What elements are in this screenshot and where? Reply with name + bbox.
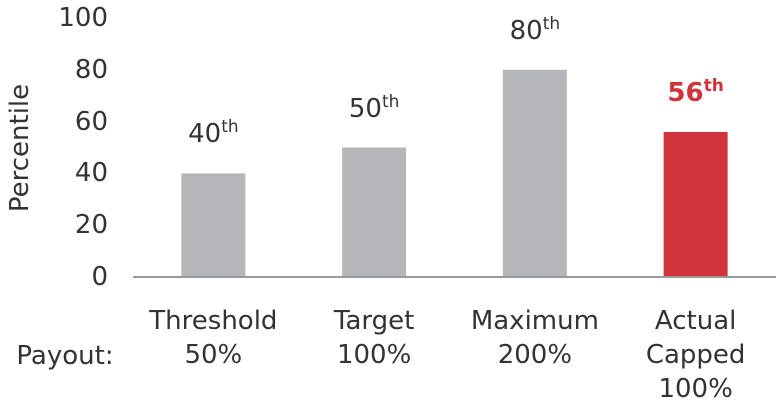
y-tick-label: 100 [58,3,108,33]
category-column: Actual Capped 100% [621,304,771,406]
value-label: 50th [348,91,400,124]
bar [663,131,728,277]
bar [181,173,246,277]
category-column: Maximum 200% [460,304,610,372]
value-label: 40th [188,117,239,150]
payout-value: 100% [336,340,412,370]
payout-label: Payout: [16,341,114,371]
x-tick-label: Actual Capped [645,306,746,370]
y-tick-label: 20 [74,210,108,241]
y-axis-label: Percentile [5,83,35,213]
payout-value: 50% [184,340,243,370]
bar [502,69,567,277]
x-tick-label: Maximum [470,306,599,336]
category-column: Target 100% [299,304,449,372]
value-label: 56th [667,75,724,108]
payout-value: 100% [658,374,733,404]
y-tick-label: 40 [74,158,108,189]
value-label: 80th [509,13,561,46]
x-tick-label: Target [333,306,415,336]
y-tick-label: 80 [74,54,108,85]
payout-value: 200% [497,340,573,370]
bar [342,147,407,277]
x-tick-label: Threshold [149,306,278,336]
y-tick-label: 0 [91,262,108,292]
y-tick-label: 60 [74,106,108,137]
category-column: Threshold 50% [138,304,288,372]
